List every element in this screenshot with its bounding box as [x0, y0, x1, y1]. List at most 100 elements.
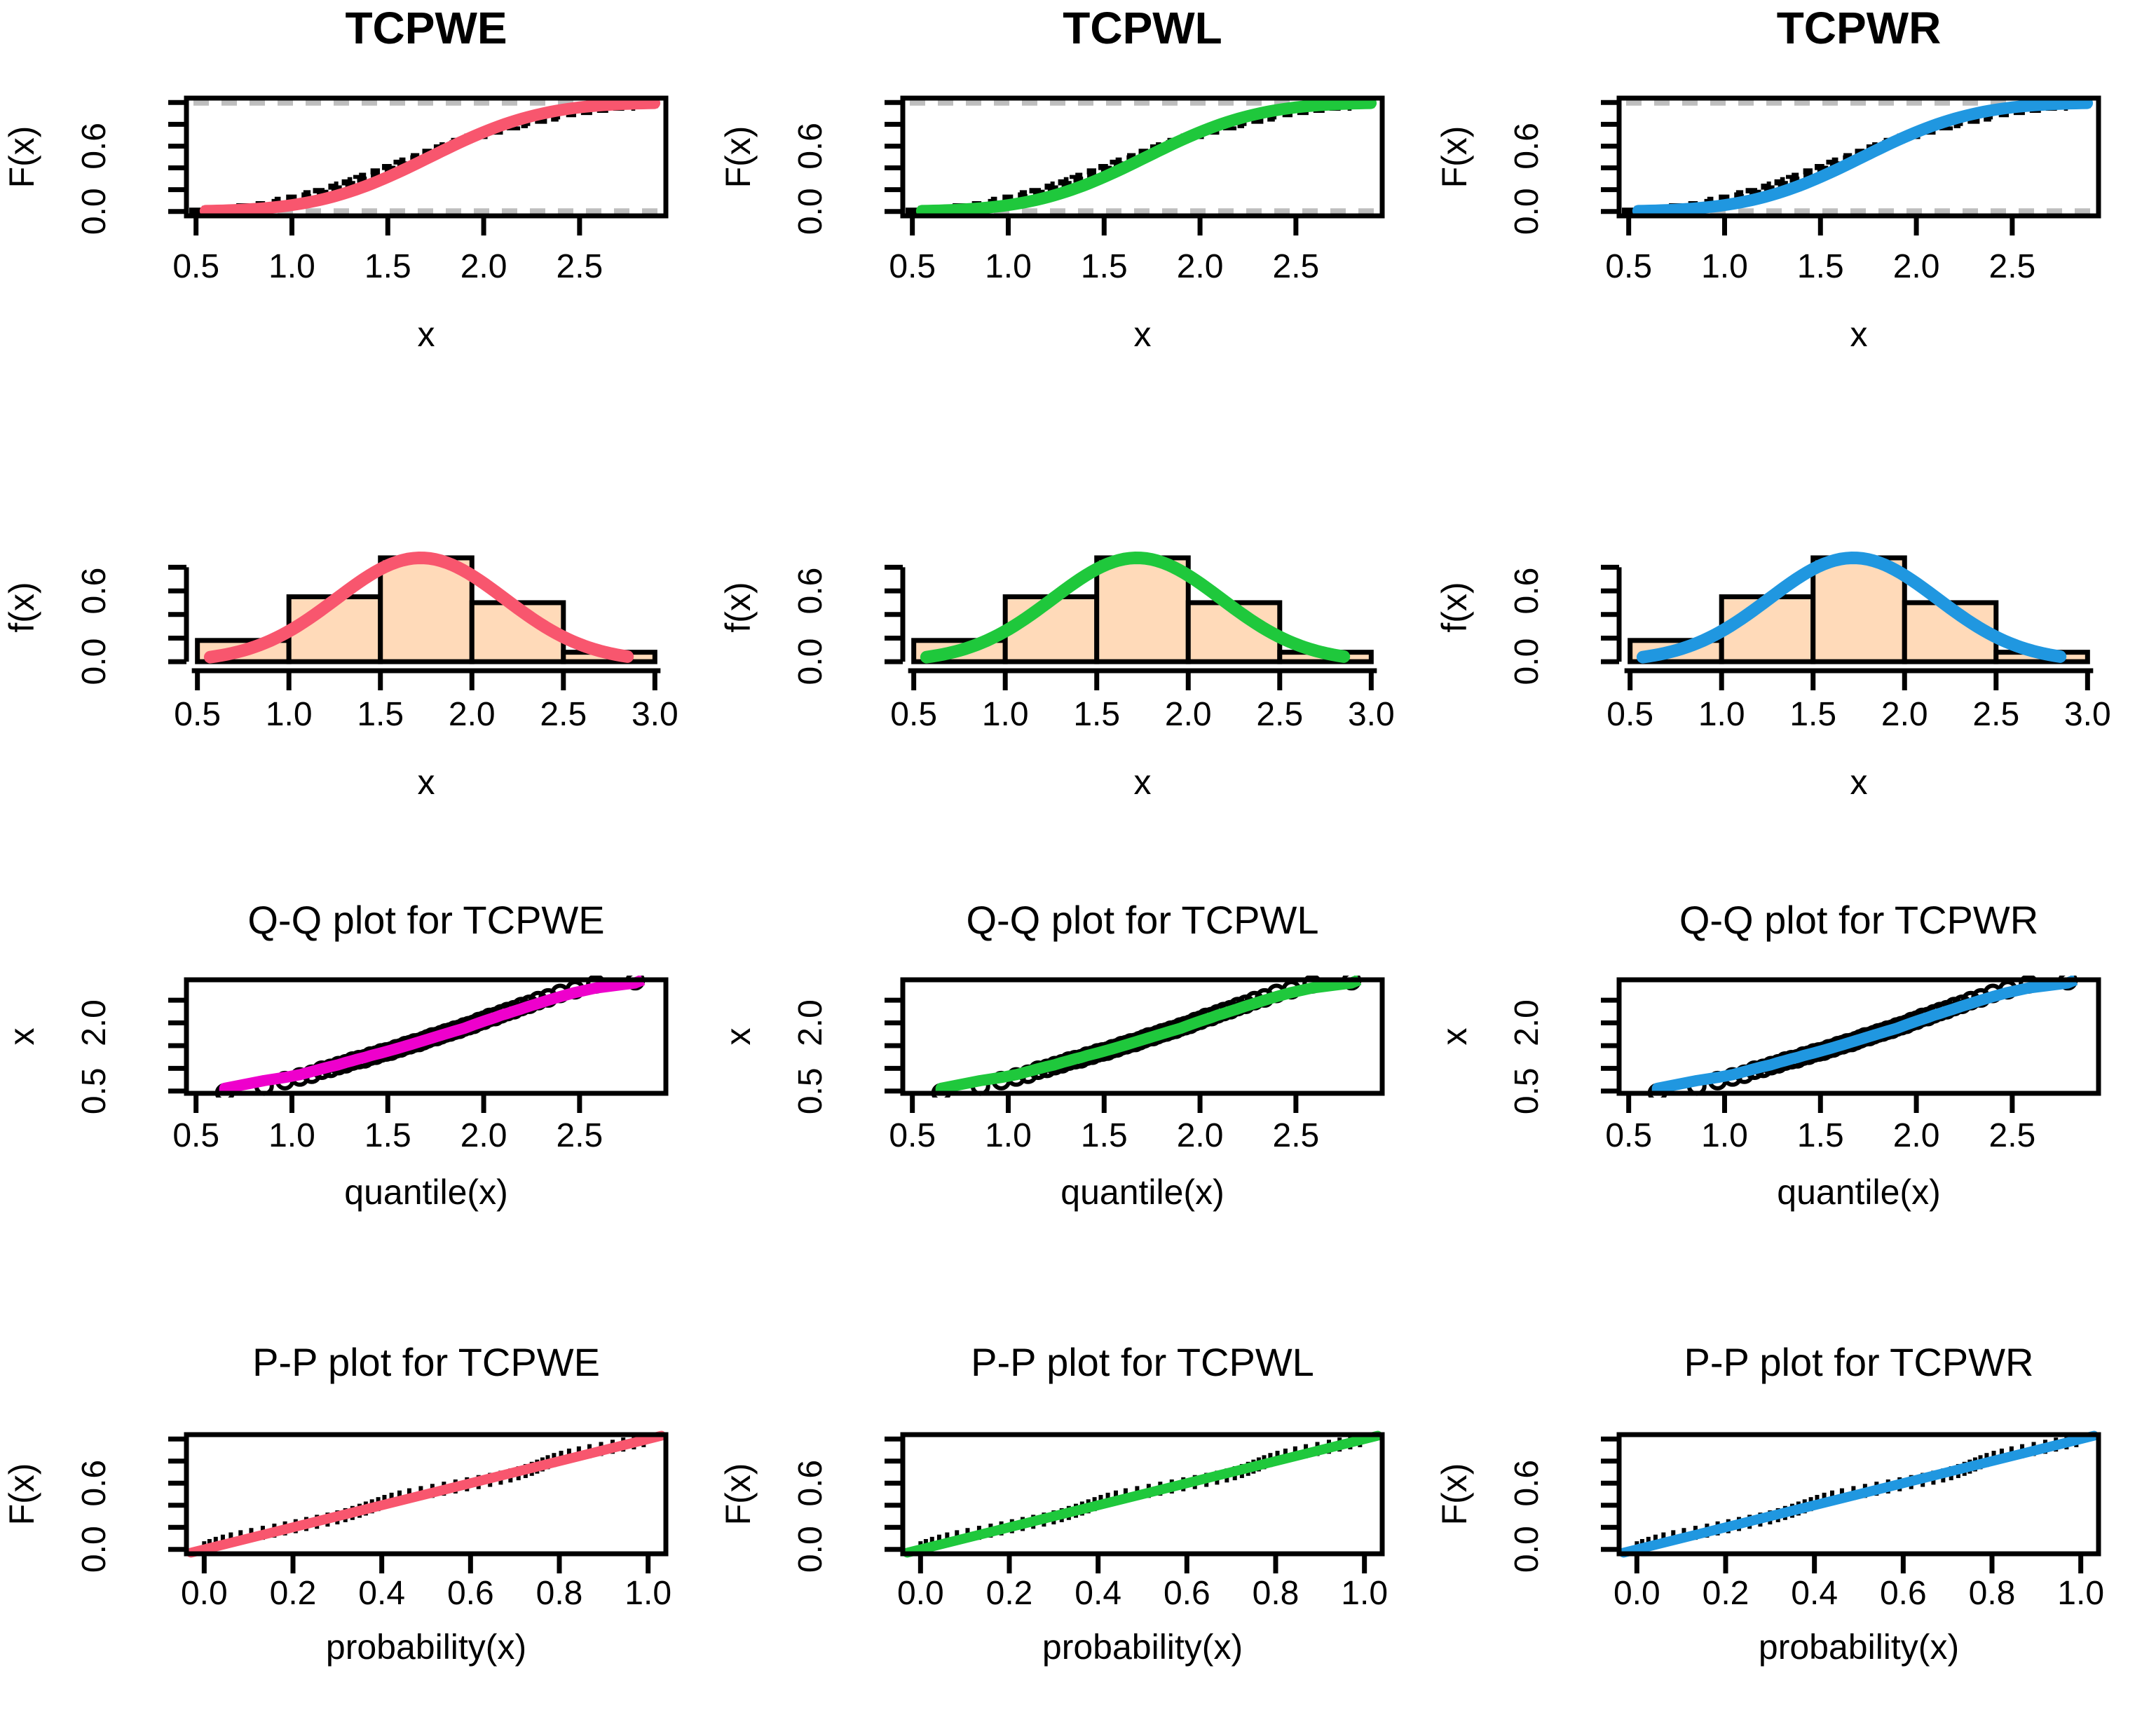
x-tick-label: 3.0 — [632, 696, 678, 733]
x-tick-label: 1.0 — [625, 1575, 671, 1612]
y-tick-label: 0.0 — [1508, 1526, 1546, 1573]
x-tick-label: 1.5 — [1797, 248, 1844, 285]
x-axis-label: x — [418, 763, 435, 802]
qq-chart-tcpwl: Q-Q plot for TCPWL quantile(x) x 0.5 1.0 1.5 2… — [718, 898, 1385, 1212]
panel-title: P-P plot for TCPWL — [971, 1340, 1314, 1384]
x-tick-label: 0.4 — [1791, 1575, 1838, 1612]
x-axis-label: quantile(x) — [1777, 1173, 1940, 1212]
x-tick-label: 1.5 — [1081, 1117, 1128, 1154]
pp-chart-tcpwr: P-P plot for TCPWR probability(x) F(x) 0.0 0… — [1435, 1340, 2104, 1667]
cdf-chart-tcpwr: TCPWR x F(x) 0.5 1.0 1.5 2.0 2.5 0.0 0.6 — [1435, 3, 2101, 354]
x-tick-label: 0.5 — [174, 696, 221, 733]
y-tick-label: 2.0 — [792, 999, 829, 1046]
x-tick-label: 0.4 — [358, 1575, 405, 1612]
x-tick-label: 1.5 — [364, 1117, 411, 1154]
x-tick-label: 1.0 — [982, 696, 1029, 733]
x-tick-label: 0.6 — [1880, 1575, 1927, 1612]
qq-plot-area — [1647, 976, 2078, 1098]
panel-density-tcpwr: x f(x) 0.5 1.0 1.5 2.0 2.5 3.0 0.0 0.6 — [1433, 434, 2149, 868]
qq-chart-tcpwr: Q-Q plot for TCPWR quantile(x) x 0.5 1.0 1.5 2… — [1435, 898, 2101, 1212]
y-tick-label: 0.6 — [792, 123, 829, 170]
x-tick-label: 1.0 — [985, 1117, 1032, 1154]
qq-line — [1651, 976, 2078, 1094]
y-axis-label: f(x) — [2, 582, 41, 632]
qq-line — [935, 976, 1362, 1094]
x-tick-label: 2.5 — [1972, 696, 2019, 733]
density-curve — [920, 551, 1351, 664]
panel-cdf-tcpwr: TCPWR x F(x) 0.5 1.0 1.5 2.0 2.5 0.0 0.6 — [1433, 0, 2149, 434]
x-tick-label: 1.0 — [268, 1117, 315, 1154]
panel-title: TCPWR — [1777, 3, 1942, 53]
pp-chart-tcpwl: P-P plot for TCPWL probability(x) F(x) 0.0 0… — [718, 1340, 1388, 1667]
y-tick-label: 0.5 — [792, 1067, 829, 1114]
x-tick-label: 0.5 — [889, 248, 936, 285]
fitted-cdf-curve — [199, 97, 661, 217]
panel-title: P-P plot for TCPWR — [1684, 1340, 2034, 1384]
x-tick-label: 1.0 — [1698, 696, 1745, 733]
x-axis-label: quantile(x) — [344, 1173, 507, 1212]
x-axis-label: x — [1850, 763, 1868, 802]
x-tick-label: 0.5 — [1606, 696, 1653, 733]
y-tick-label: 0.6 — [1508, 123, 1546, 170]
plot-box — [900, 977, 1385, 1096]
x-tick-label: 2.5 — [1989, 1117, 2036, 1154]
x-tick-label: 1.0 — [985, 248, 1032, 285]
density-chart-tcpwl: x f(x) 0.5 1.0 1.5 2.0 2.5 3.0 0.0 0.6 — [718, 551, 1395, 802]
x-tick-label: 0.0 — [181, 1575, 228, 1612]
x-tick-label: 0.8 — [1253, 1575, 1299, 1612]
y-tick-label: 0.6 — [76, 1460, 113, 1507]
plot-box — [900, 95, 1385, 219]
x-tick-label: 2.0 — [1177, 248, 1224, 285]
panel-title: TCPWE — [345, 3, 507, 53]
pp-chart-tcpwe: P-P plot for TCPWE probability(x) F(x) 0.0 0… — [2, 1340, 671, 1667]
x-tick-label: 0.2 — [986, 1575, 1033, 1612]
x-tick-label: 2.0 — [460, 1117, 507, 1154]
x-tick-label: 0.5 — [889, 1117, 936, 1154]
qq-chart-tcpwe: Q-Q plot for TCPWE quantile(x) x 0.5 1.0 1.5 2… — [2, 898, 669, 1212]
panel-title: TCPWL — [1063, 3, 1222, 53]
panel-pp-tcpwe: P-P plot for TCPWE probability(x) F(x) 0.0 0… — [0, 1301, 716, 1736]
x-tick-label: 2.5 — [540, 696, 587, 733]
x-axis-label: probability(x) — [1759, 1627, 1959, 1667]
x-tick-label: 2.0 — [1893, 1117, 1940, 1154]
x-tick-label: 0.5 — [172, 1117, 219, 1154]
x-tick-label: 1.0 — [1701, 248, 1748, 285]
x-tick-label: 3.0 — [2064, 696, 2111, 733]
panel-cdf-tcpwl: TCPWL x F(x) 0.5 1.0 1.5 2.0 2.5 0.0 0.6 — [716, 0, 1433, 434]
y-tick-label: 0.0 — [76, 1526, 113, 1573]
y-axis-label: F(x) — [2, 126, 41, 189]
y-tick-label: 0.0 — [76, 188, 113, 235]
plot-box — [1616, 1432, 2101, 1557]
x-tick-label: 0.5 — [890, 696, 937, 733]
plot-box — [184, 1432, 669, 1557]
y-tick-label: 0.5 — [76, 1067, 113, 1114]
x-tick-label: 0.0 — [897, 1575, 944, 1612]
x-axis-label: probability(x) — [1042, 1627, 1243, 1667]
x-tick-label: 1.5 — [1081, 248, 1128, 285]
panel-pp-tcpwr: P-P plot for TCPWR probability(x) F(x) 0.0 0… — [1433, 1301, 2149, 1736]
panel-cdf-tcpwe: TCPWE x F(x) 0.5 1.0 1.5 2.0 2.5 0.0 0.6 — [0, 0, 716, 434]
y-axis-label: f(x) — [1435, 582, 1474, 632]
x-tick-label: 2.5 — [557, 248, 603, 285]
panel-density-tcpwe: x f(x) 0.5 1.0 1.5 2.0 2.5 3.0 0.0 0.6 — [0, 434, 716, 868]
y-tick-label: 0.6 — [792, 568, 829, 615]
y-tick-label: 0.5 — [1508, 1067, 1546, 1114]
panel-title: Q-Q plot for TCPWL — [966, 898, 1318, 942]
x-axis-label: x — [1134, 315, 1152, 354]
qq-line — [219, 976, 646, 1094]
qq-plot-area — [931, 976, 1362, 1098]
density-curve — [1636, 551, 2067, 664]
pp-line — [902, 1430, 1383, 1558]
y-tick-label: 0.0 — [792, 1526, 829, 1573]
y-tick-label: 0.0 — [1508, 188, 1546, 235]
plot-box — [184, 977, 669, 1096]
x-tick-label: 1.0 — [268, 248, 315, 285]
panel-qq-tcpwr: Q-Q plot for TCPWR quantile(x) x 0.5 1.0 1.5 2… — [1433, 868, 2149, 1301]
plot-box — [184, 95, 669, 219]
x-tick-label: 1.5 — [1789, 696, 1836, 733]
x-tick-label: 2.0 — [449, 696, 496, 733]
x-tick-label: 2.5 — [1989, 248, 2036, 285]
x-tick-label: 2.0 — [460, 248, 507, 285]
density-chart-tcpwe: x f(x) 0.5 1.0 1.5 2.0 2.5 3.0 0.0 0.6 — [2, 551, 678, 802]
